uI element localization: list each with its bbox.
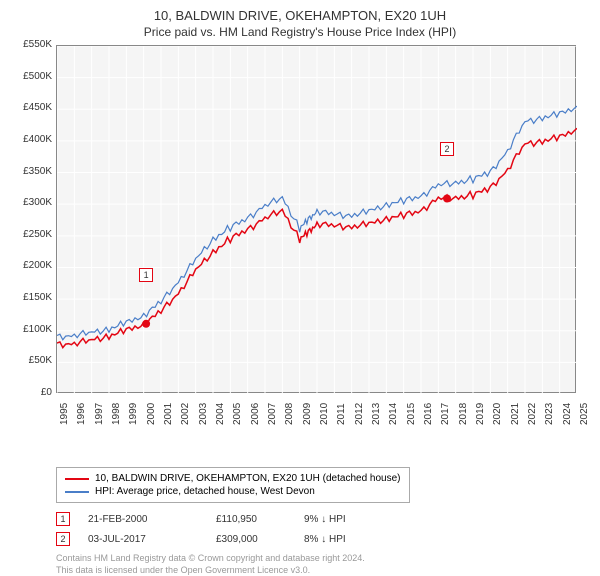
footnote: Contains HM Land Registry data © Crown c… bbox=[56, 553, 570, 576]
y-tick-label: £250K bbox=[0, 229, 52, 240]
x-tick-label: 2007 bbox=[267, 403, 278, 425]
sale-row: 1 21-FEB-2000 £110,950 9% ↓ HPI bbox=[56, 509, 570, 529]
x-tick-label: 2001 bbox=[163, 403, 174, 425]
sale-markers bbox=[142, 194, 451, 327]
x-tick-label: 2022 bbox=[527, 403, 538, 425]
x-axis-labels: 1995 1996 1997 1998 1999 2000 2001 2002 2003 2004… bbox=[56, 395, 576, 431]
y-tick-label: £200K bbox=[0, 260, 52, 271]
sale-diff: 9% ↓ HPI bbox=[304, 514, 384, 525]
x-tick-label: 2004 bbox=[215, 403, 226, 425]
x-tick-label: 2016 bbox=[423, 403, 434, 425]
x-tick-label: 2009 bbox=[302, 403, 313, 425]
x-tick-label: 2020 bbox=[492, 403, 503, 425]
sale-date: 03-JUL-2017 bbox=[88, 534, 198, 545]
legend-label: 10, BALDWIN DRIVE, OKEHAMPTON, EX20 1UH … bbox=[95, 473, 401, 484]
x-tick-label: 2012 bbox=[354, 403, 365, 425]
x-tick-label: 2018 bbox=[458, 403, 469, 425]
chart-title: 10, BALDWIN DRIVE, OKEHAMPTON, EX20 1UH bbox=[0, 0, 600, 23]
x-tick-label: 2025 bbox=[579, 403, 590, 425]
legend-swatch bbox=[65, 491, 89, 493]
y-tick-label: £400K bbox=[0, 134, 52, 145]
x-tick-label: 2008 bbox=[284, 403, 295, 425]
x-tick-label: 1995 bbox=[59, 403, 70, 425]
legend-label: HPI: Average price, detached house, West… bbox=[95, 486, 315, 497]
x-tick-label: 2002 bbox=[180, 403, 191, 425]
x-tick-label: 2019 bbox=[475, 403, 486, 425]
legend: 10, BALDWIN DRIVE, OKEHAMPTON, EX20 1UH … bbox=[56, 467, 410, 503]
gridlines bbox=[57, 46, 577, 394]
legend-item: HPI: Average price, detached house, West… bbox=[65, 485, 401, 498]
x-tick-label: 2010 bbox=[319, 403, 330, 425]
x-tick-label: 2000 bbox=[146, 403, 157, 425]
chart-container: 10, BALDWIN DRIVE, OKEHAMPTON, EX20 1UH … bbox=[0, 0, 600, 560]
y-tick-label: £500K bbox=[0, 71, 52, 82]
plot-svg bbox=[57, 46, 577, 394]
x-tick-label: 2005 bbox=[232, 403, 243, 425]
y-tick-label: £550K bbox=[0, 39, 52, 50]
y-tick-label: £300K bbox=[0, 197, 52, 208]
x-tick-label: 2014 bbox=[388, 403, 399, 425]
sale-marker-box: 2 bbox=[440, 142, 454, 156]
y-tick-label: £150K bbox=[0, 292, 52, 303]
sale-dot bbox=[142, 320, 150, 328]
x-tick-label: 2011 bbox=[336, 403, 347, 425]
x-tick-label: 2006 bbox=[250, 403, 261, 425]
sale-index-box: 1 bbox=[56, 512, 70, 526]
y-tick-label: £50K bbox=[0, 355, 52, 366]
x-tick-label: 2024 bbox=[562, 403, 573, 425]
x-tick-label: 2021 bbox=[510, 403, 521, 425]
x-tick-label: 2015 bbox=[406, 403, 417, 425]
sale-row: 2 03-JUL-2017 £309,000 8% ↓ HPI bbox=[56, 529, 570, 549]
x-tick-label: 1998 bbox=[111, 403, 122, 425]
x-tick-label: 2017 bbox=[440, 403, 451, 425]
sale-price: £309,000 bbox=[216, 534, 286, 545]
y-tick-label: £100K bbox=[0, 324, 52, 335]
chart-subtitle: Price paid vs. HM Land Registry's House … bbox=[0, 23, 600, 45]
plot-area: 12 bbox=[56, 45, 576, 393]
x-tick-label: 1997 bbox=[94, 403, 105, 425]
legend-item: 10, BALDWIN DRIVE, OKEHAMPTON, EX20 1UH … bbox=[65, 472, 401, 485]
sale-dot bbox=[443, 194, 451, 202]
chart-area: £0£50K£100K£150K£200K£250K£300K£350K£400… bbox=[36, 45, 596, 425]
sale-diff: 8% ↓ HPI bbox=[304, 534, 384, 545]
x-tick-label: 2013 bbox=[371, 403, 382, 425]
sale-index-box: 2 bbox=[56, 532, 70, 546]
x-tick-label: 1999 bbox=[128, 403, 139, 425]
sale-price: £110,950 bbox=[216, 514, 286, 525]
footnote-line1: Contains HM Land Registry data © Crown c… bbox=[56, 553, 570, 565]
x-tick-label: 2003 bbox=[198, 403, 209, 425]
x-tick-label: 2023 bbox=[544, 403, 555, 425]
y-axis-labels: £0 £50K £100K £150K £200K £250K £300K £350K £400… bbox=[0, 39, 52, 399]
footnote-line2: This data is licensed under the Open Gov… bbox=[56, 565, 570, 576]
legend-swatch bbox=[65, 478, 89, 480]
sale-date: 21-FEB-2000 bbox=[88, 514, 198, 525]
y-tick-label: £350K bbox=[0, 166, 52, 177]
sales-table: 1 21-FEB-2000 £110,950 9% ↓ HPI 2 03-JUL-2017… bbox=[56, 509, 570, 549]
y-tick-label: £0 bbox=[0, 387, 52, 398]
x-tick-label: 1996 bbox=[76, 403, 87, 425]
sale-marker-box: 1 bbox=[139, 268, 153, 282]
y-tick-label: £450K bbox=[0, 102, 52, 113]
